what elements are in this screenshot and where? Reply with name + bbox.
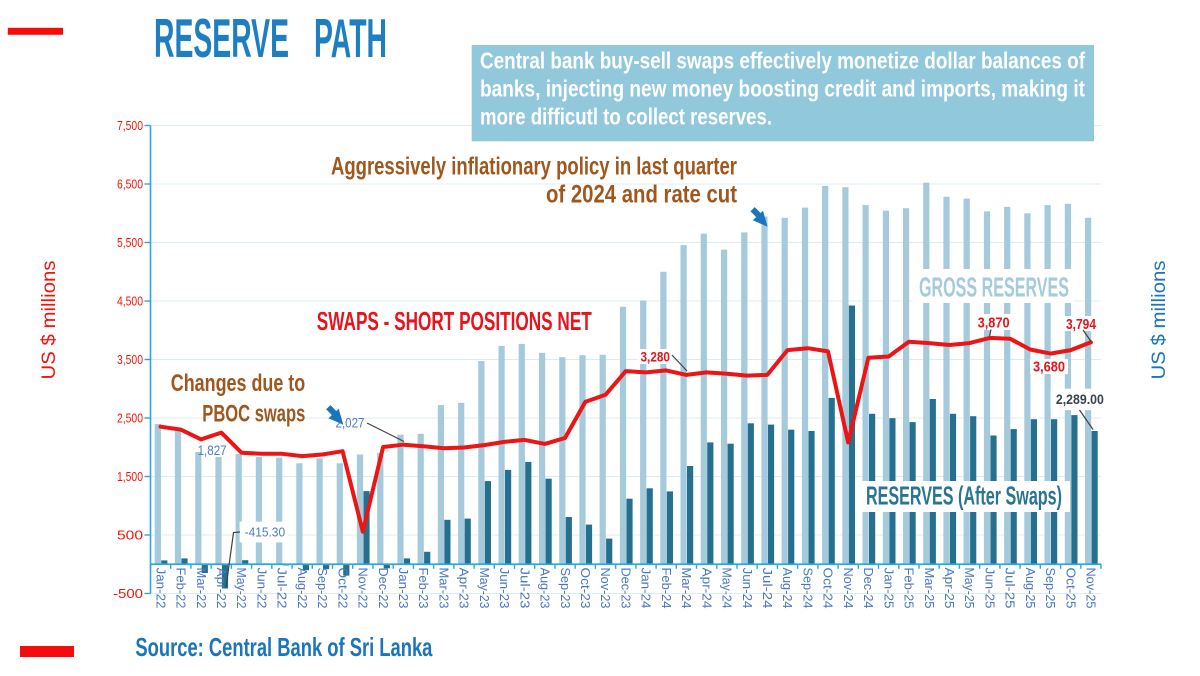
svg-text:PATH: PATH bbox=[314, 7, 387, 69]
svg-text:Oct-23: Oct-23 bbox=[578, 568, 592, 609]
svg-text:Aug-22: Aug-22 bbox=[295, 568, 309, 609]
svg-text:1,500: 1,500 bbox=[117, 469, 143, 484]
svg-text:RESERVE: RESERVE bbox=[154, 7, 289, 69]
svg-text:500: 500 bbox=[117, 527, 143, 542]
svg-text:Apr-25: Apr-25 bbox=[942, 568, 956, 609]
svg-text:Jun-23: Jun-23 bbox=[497, 568, 511, 609]
svg-text:Sep-25: Sep-25 bbox=[1043, 568, 1057, 609]
svg-text:RESERVES (After Swaps): RESERVES (After Swaps) bbox=[866, 481, 1062, 511]
svg-text:US $ millions: US $ millions bbox=[1149, 261, 1170, 380]
svg-text:Feb-25: Feb-25 bbox=[902, 568, 916, 609]
svg-text:Changes due to: Changes due to bbox=[171, 370, 305, 397]
svg-text:of 2024 and rate cut: of 2024 and rate cut bbox=[546, 181, 738, 209]
svg-text:1,827: 1,827 bbox=[198, 443, 227, 458]
svg-text:3,500: 3,500 bbox=[117, 352, 143, 367]
svg-text:Feb-23: Feb-23 bbox=[416, 568, 430, 609]
svg-text:Aggressively inflationary poli: Aggressively inflationary policy in last… bbox=[331, 153, 737, 181]
svg-text:May-23: May-23 bbox=[477, 568, 491, 609]
svg-text:Jul-24: Jul-24 bbox=[760, 568, 774, 609]
svg-text:Apr-23: Apr-23 bbox=[457, 568, 471, 609]
svg-text:Sep-23: Sep-23 bbox=[558, 568, 572, 609]
svg-text:Apr-24: Apr-24 bbox=[699, 568, 713, 609]
svg-text:May-25: May-25 bbox=[962, 568, 976, 609]
svg-text:Nov-23: Nov-23 bbox=[598, 568, 612, 609]
svg-text:Jul-22: Jul-22 bbox=[275, 568, 289, 609]
svg-text:6,500: 6,500 bbox=[117, 176, 143, 191]
svg-text:Oct-24: Oct-24 bbox=[821, 568, 835, 609]
svg-text:4,500: 4,500 bbox=[117, 293, 143, 308]
svg-text:Aug-24: Aug-24 bbox=[780, 568, 794, 609]
svg-text:5,500: 5,500 bbox=[117, 235, 143, 250]
svg-text:Nov-24: Nov-24 bbox=[841, 568, 855, 609]
svg-text:Jan-22: Jan-22 bbox=[153, 568, 167, 609]
svg-text:Jan-23: Jan-23 bbox=[396, 568, 410, 609]
svg-text:Dec-24: Dec-24 bbox=[861, 568, 875, 609]
svg-text:Jun-25: Jun-25 bbox=[983, 568, 997, 609]
svg-text:-415.30: -415.30 bbox=[245, 525, 286, 540]
svg-text:PBOC swaps: PBOC swaps bbox=[202, 401, 305, 428]
svg-text:Aug-25: Aug-25 bbox=[1023, 568, 1037, 609]
svg-text:Nov-22: Nov-22 bbox=[356, 568, 370, 609]
svg-text:May-24: May-24 bbox=[720, 568, 734, 609]
svg-text:-500: -500 bbox=[113, 586, 143, 601]
svg-text:more difficutl to collect rese: more difficutl to collect reserves. bbox=[480, 104, 772, 130]
svg-text:GROSS RESERVES: GROSS RESERVES bbox=[919, 272, 1069, 303]
svg-text:Apr-22: Apr-22 bbox=[214, 568, 228, 609]
svg-text:Aug-23: Aug-23 bbox=[538, 568, 552, 609]
svg-text:Jul-23: Jul-23 bbox=[517, 568, 531, 609]
svg-text:banks, injecting new money boo: banks, injecting new money boosting cred… bbox=[480, 76, 1085, 102]
svg-text:Mar-25: Mar-25 bbox=[922, 568, 936, 609]
svg-text:US $ millions: US $ millions bbox=[39, 261, 60, 380]
svg-text:Jul-25: Jul-25 bbox=[1003, 568, 1017, 609]
svg-text:Feb-24: Feb-24 bbox=[659, 568, 673, 609]
svg-text:Jun-22: Jun-22 bbox=[254, 568, 268, 609]
svg-text:3,680: 3,680 bbox=[1033, 359, 1065, 376]
svg-text:Oct-22: Oct-22 bbox=[335, 568, 349, 609]
svg-text:2,289.00: 2,289.00 bbox=[1056, 392, 1104, 407]
svg-text:Dec-22: Dec-22 bbox=[376, 568, 390, 609]
svg-text:Mar-22: Mar-22 bbox=[194, 568, 208, 609]
svg-text:Oct-25: Oct-25 bbox=[1063, 568, 1077, 609]
svg-text:7,500: 7,500 bbox=[117, 118, 143, 133]
svg-text:SWAPS - SHORT POSITIONS NET: SWAPS - SHORT POSITIONS NET bbox=[317, 306, 592, 336]
svg-text:Jun-24: Jun-24 bbox=[740, 568, 754, 609]
svg-text:Mar-24: Mar-24 bbox=[679, 568, 693, 609]
svg-text:Dec-23: Dec-23 bbox=[619, 568, 633, 609]
svg-text:May-22: May-22 bbox=[234, 568, 248, 609]
svg-text:Jan-25: Jan-25 bbox=[881, 568, 895, 609]
svg-text:3,280: 3,280 bbox=[641, 349, 671, 365]
svg-text:Sep-24: Sep-24 bbox=[801, 568, 815, 609]
svg-text:Mar-23: Mar-23 bbox=[436, 568, 450, 609]
svg-text:Central bank buy-sell swaps ef: Central bank buy-sell swaps effectively … bbox=[480, 48, 1085, 74]
svg-text:2,027: 2,027 bbox=[336, 416, 365, 431]
svg-text:Source: Central Bank of Sri La: Source: Central Bank of Sri Lanka bbox=[135, 632, 432, 662]
svg-text:3,870: 3,870 bbox=[978, 315, 1010, 332]
svg-text:Jan-24: Jan-24 bbox=[639, 568, 653, 609]
svg-text:Sep-22: Sep-22 bbox=[315, 568, 329, 609]
svg-text:Feb-22: Feb-22 bbox=[174, 568, 188, 609]
svg-text:Nov-25: Nov-25 bbox=[1084, 568, 1098, 609]
svg-text:3,794: 3,794 bbox=[1066, 316, 1097, 333]
svg-text:2,500: 2,500 bbox=[117, 410, 143, 425]
